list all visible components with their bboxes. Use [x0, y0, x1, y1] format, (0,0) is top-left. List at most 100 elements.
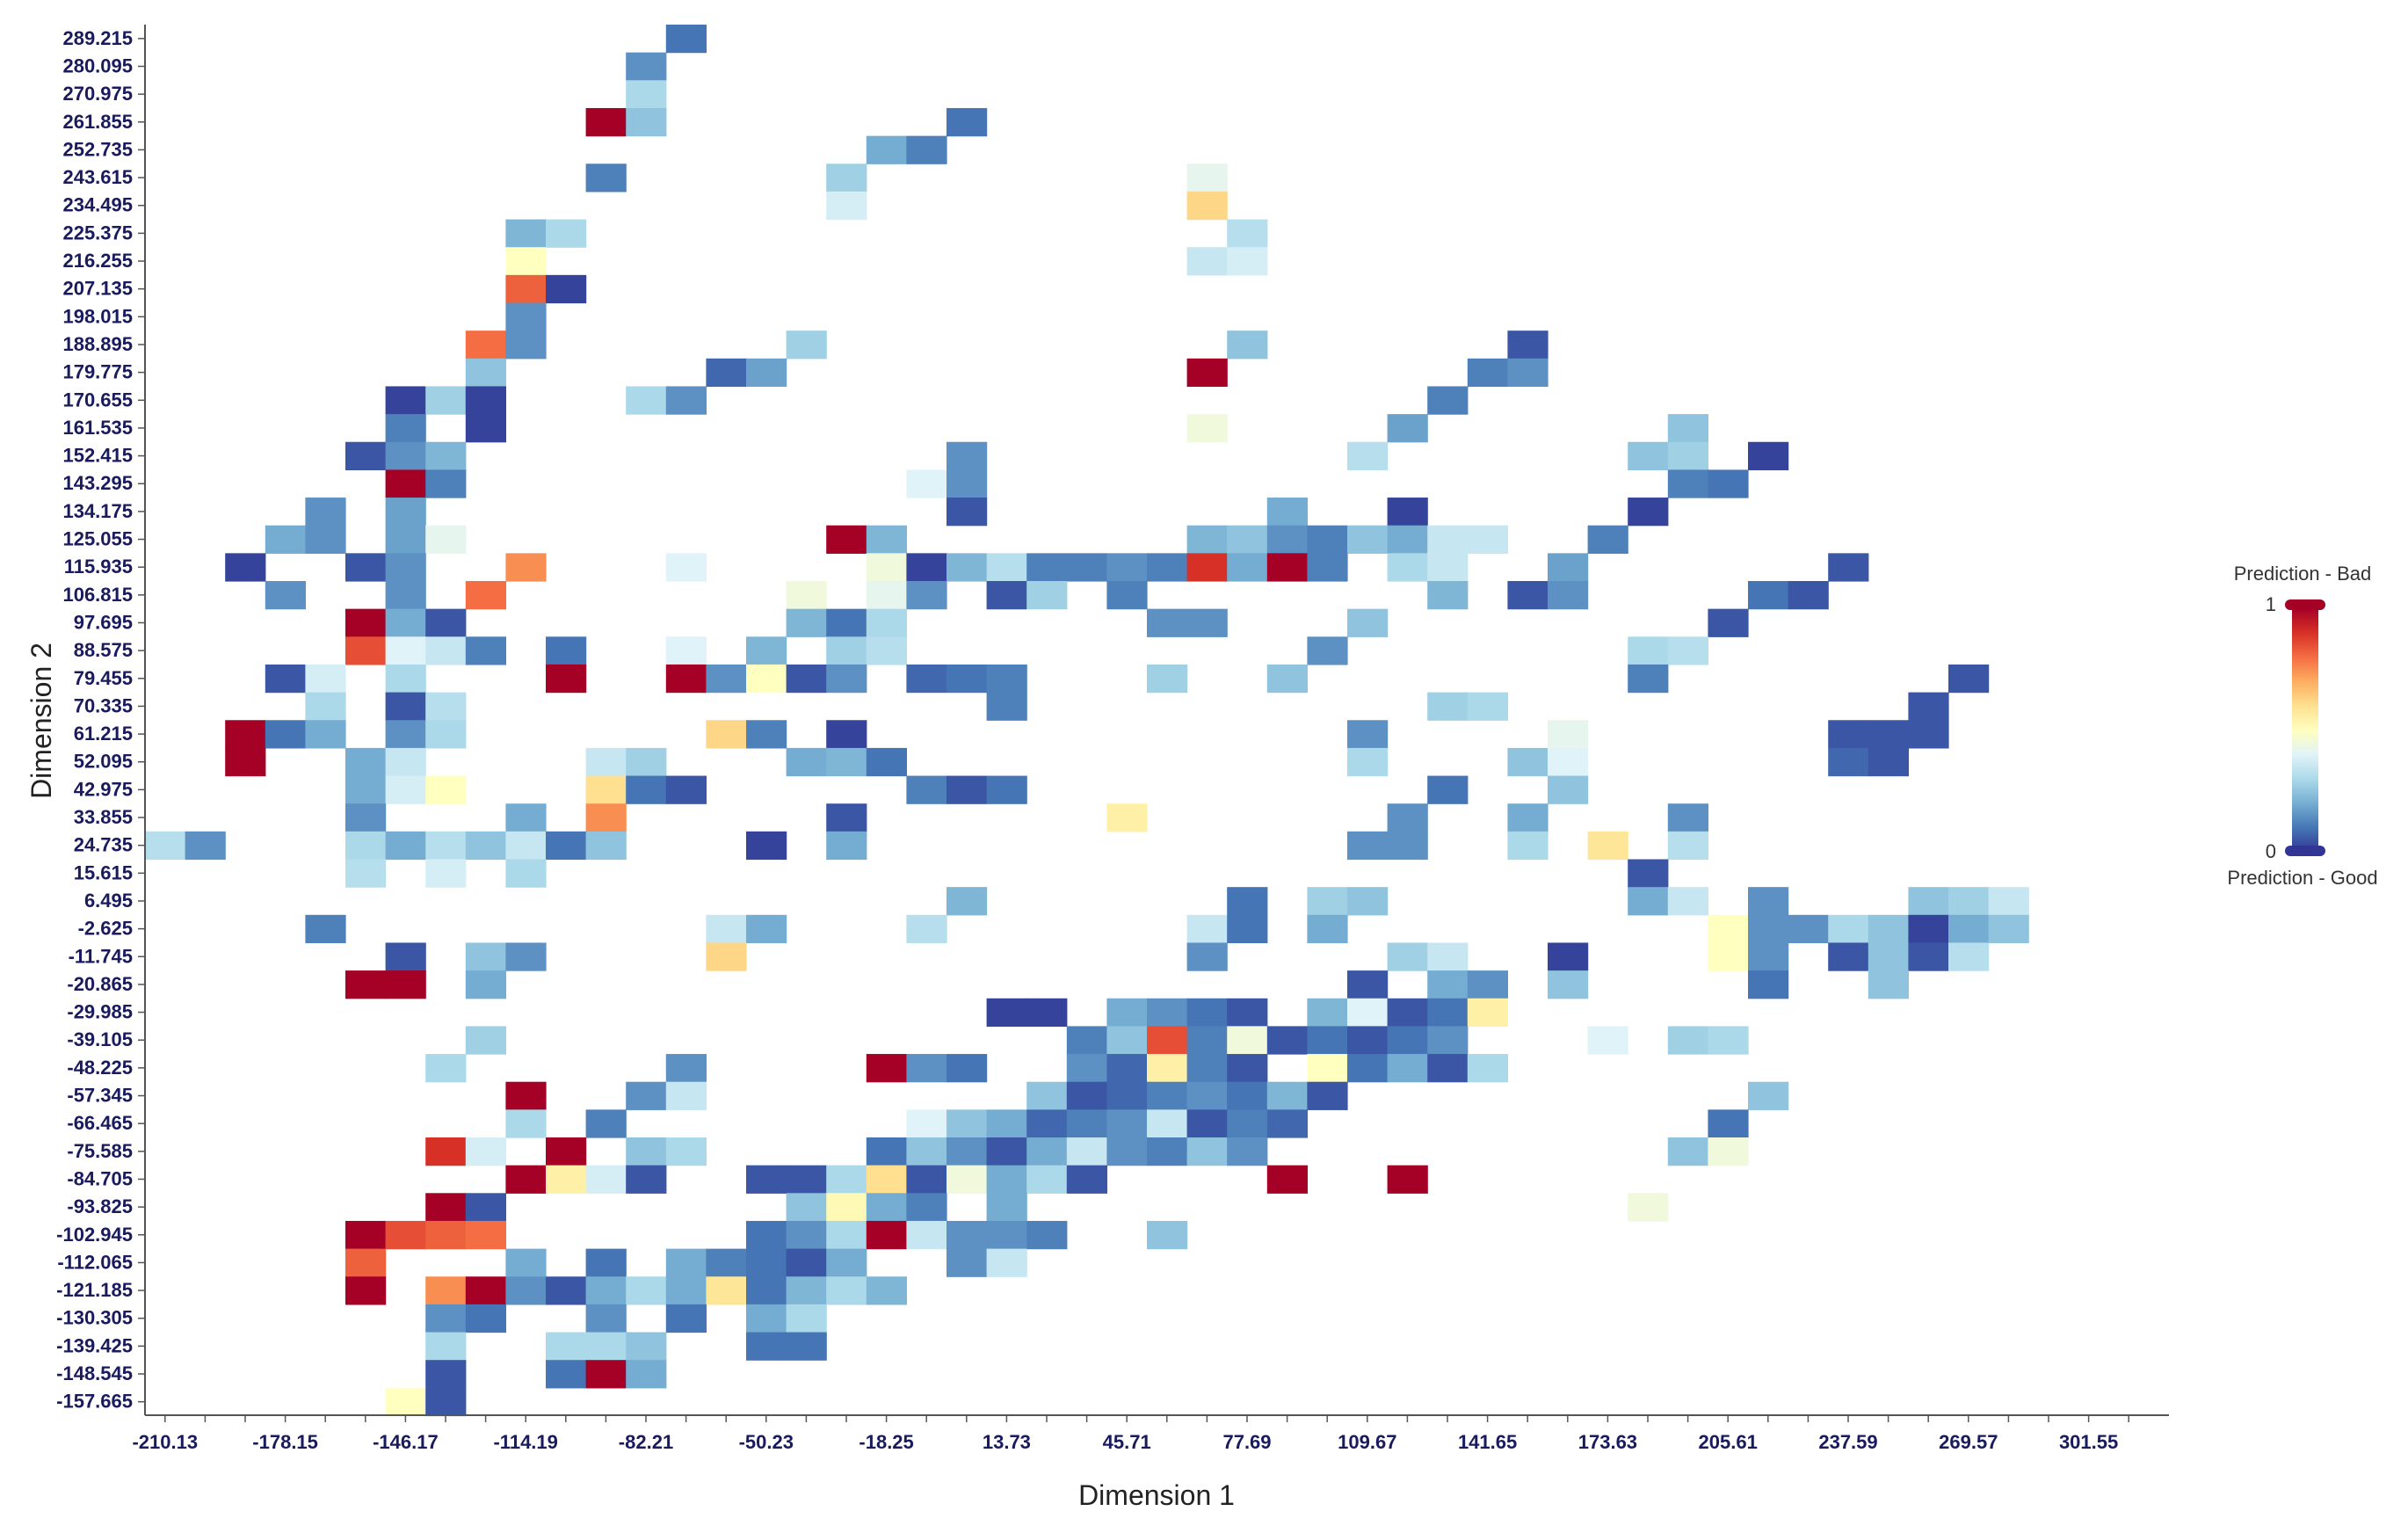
heatmap-cell [385, 469, 426, 498]
heatmap-cell [866, 1220, 907, 1250]
heatmap-cell [1347, 887, 1389, 916]
heatmap-cell [425, 1304, 467, 1333]
heatmap-cell [425, 1193, 467, 1222]
legend-min-label: 0 [2266, 840, 2276, 862]
heatmap-cell [465, 942, 506, 971]
heatmap-cell [826, 636, 867, 665]
heatmap-cell [826, 664, 867, 694]
heatmap-cell [385, 581, 426, 610]
heatmap-cell [1748, 887, 1789, 916]
heatmap-cell [665, 664, 707, 694]
heatmap-cell [1186, 414, 1228, 443]
heatmap-cell [1387, 803, 1428, 832]
heatmap-cell [826, 720, 867, 749]
heatmap-cell [585, 107, 627, 137]
x-tick-label: 109.67 [1338, 1431, 1396, 1453]
heatmap-cell [425, 775, 467, 804]
heatmap-cell [1186, 525, 1228, 554]
heatmap-cell [1347, 1026, 1389, 1055]
heatmap-cell [1908, 942, 1949, 971]
heatmap-cell [665, 25, 707, 54]
heatmap-cell [626, 1165, 667, 1194]
heatmap-cell [546, 664, 587, 694]
heatmap-cell [826, 191, 867, 221]
heatmap-cell [345, 803, 387, 832]
heatmap-cell [906, 914, 947, 944]
heatmap-cell [425, 1054, 467, 1083]
heatmap-cell [1106, 1109, 1148, 1138]
heatmap-cell [1066, 1137, 1107, 1166]
heatmap-cell [1467, 998, 1508, 1027]
y-tick-label: -39.105 [67, 1028, 133, 1050]
heatmap-cell [225, 747, 266, 777]
heatmap-cell [1106, 581, 1148, 610]
heatmap-cell [1347, 441, 1389, 470]
heatmap-cell [1948, 887, 1990, 916]
heatmap-cell [425, 859, 467, 888]
heatmap-cell [385, 1387, 426, 1417]
heatmap-cell [986, 664, 1027, 694]
heatmap-cell [1066, 553, 1107, 582]
heatmap-cell [1347, 747, 1389, 777]
heatmap-cell [1387, 498, 1428, 527]
heatmap-cell [585, 747, 627, 777]
heatmap-cell [1266, 1026, 1308, 1055]
heatmap-cell [1667, 1026, 1708, 1055]
heatmap-cell [1227, 525, 1268, 554]
heatmap-cell [1868, 942, 1909, 971]
heatmap-cell [746, 831, 787, 861]
y-tick-label: 134.175 [62, 500, 133, 522]
heatmap-cell [1507, 581, 1549, 610]
heatmap-cell [746, 358, 787, 388]
heatmap-cell [1307, 525, 1348, 554]
heatmap-cell [1467, 1054, 1508, 1083]
heatmap-cell [1748, 970, 1789, 999]
heatmap-cell [1748, 942, 1789, 971]
heatmap-cell [1066, 1109, 1107, 1138]
heatmap-cell [585, 1165, 627, 1194]
x-tick-label: -82.21 [619, 1431, 673, 1453]
heatmap-cell [465, 414, 506, 443]
heatmap-cell [1347, 831, 1389, 861]
heatmap-cell [1988, 914, 2029, 944]
y-tick-label: 61.215 [74, 723, 133, 745]
heatmap-cell [1147, 1220, 1188, 1250]
heatmap-cell [465, 970, 506, 999]
y-tick-label: -11.745 [69, 945, 133, 967]
heatmap-cell [706, 1276, 747, 1305]
heatmap-cell [746, 636, 787, 665]
heatmap-cell [1828, 747, 1869, 777]
heatmap-cell [1427, 386, 1469, 415]
heatmap-cell [385, 942, 426, 971]
heatmap-cell [425, 1332, 467, 1361]
heatmap-cell [1026, 1109, 1068, 1138]
heatmap-cell [1708, 469, 1749, 498]
heatmap-cell [585, 775, 627, 804]
heatmap-cell [345, 859, 387, 888]
heatmap-cell [345, 1276, 387, 1305]
heatmap-cell [305, 664, 346, 694]
heatmap-cell [1186, 998, 1228, 1027]
heatmap-cell [1147, 664, 1188, 694]
heatmap-cell [1628, 664, 1669, 694]
heatmap-cell [626, 1276, 667, 1305]
heatmap-cell [706, 664, 747, 694]
heatmap-cell [1548, 553, 1589, 582]
y-tick-label: -102.945 [56, 1224, 133, 1246]
heatmap-cell [546, 1360, 587, 1389]
heatmap-cell [665, 553, 707, 582]
heatmap-cell [385, 775, 426, 804]
heatmap-cell [1227, 331, 1268, 360]
heatmap-cell [1387, 525, 1428, 554]
heatmap-cell [986, 1109, 1027, 1138]
heatmap-cell [947, 498, 988, 527]
heatmap-cell [385, 636, 426, 665]
y-tick-label: 170.655 [62, 389, 133, 410]
heatmap-cell [1307, 1026, 1348, 1055]
y-tick-label: 179.775 [62, 361, 133, 383]
heatmap-cell [1748, 441, 1789, 470]
heatmap-cell [265, 581, 306, 610]
x-tick-label: 13.73 [983, 1431, 1031, 1453]
heatmap-cell [345, 831, 387, 861]
heatmap-cell [1387, 553, 1428, 582]
